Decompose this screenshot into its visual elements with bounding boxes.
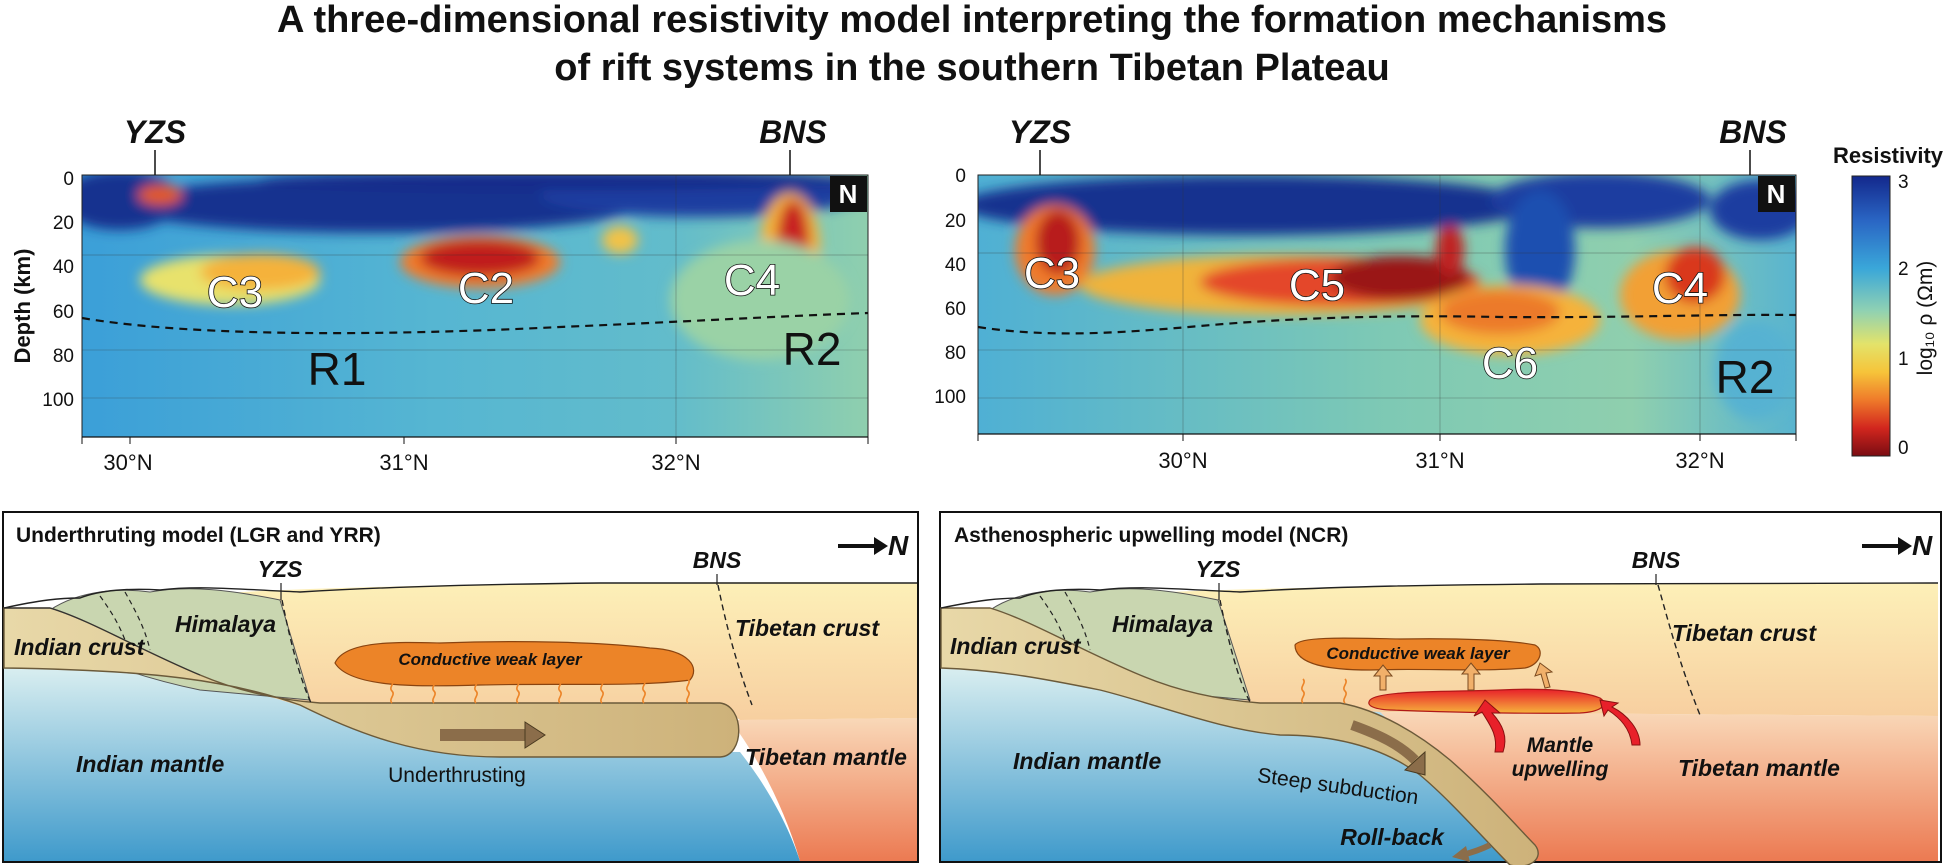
depth-tick: 0: [955, 166, 966, 187]
underthrusting-model-panel: Underthruting model (LGR and YRR) N YZS …: [2, 511, 919, 863]
yzs-label: YZS: [1196, 556, 1241, 582]
latitude-tick: 32°N: [1675, 448, 1724, 473]
anomaly-c4: C4: [1652, 264, 1708, 313]
colorbar-label: log₁₀ ρ (Ωm): [1914, 261, 1937, 376]
tibetan-mantle-label: Tibetan mantle: [1678, 755, 1840, 781]
depth-tick: 20: [945, 211, 966, 232]
latitude-tick: 30°N: [1158, 448, 1207, 473]
depth-tick: 0: [63, 169, 74, 190]
indian-mantle-label: Indian mantle: [1013, 748, 1161, 774]
indian-crust-label: Indian crust: [950, 633, 1082, 659]
latitude-axis-1: 30°N 31°N 32°N: [81, 436, 869, 475]
depth-tick: 80: [53, 346, 74, 367]
latitude-axis-2: 30°N 31°N 32°N: [977, 433, 1797, 473]
underthrusting-label: Underthrusting: [388, 764, 526, 787]
rollback-label: Roll-back: [1340, 824, 1445, 850]
model-2-title: Asthenospheric upwelling model (NCR): [954, 524, 1348, 547]
tibetan-crust-label: Tibetan crust: [1672, 620, 1817, 646]
resistivity-section-1: 0 20 40 60 80 100 Depth (km) 30°N 31°N 3…: [10, 114, 869, 475]
region-r2: R2: [1716, 351, 1775, 403]
depth-tick: 100: [42, 390, 74, 411]
bns-label: BNS: [693, 547, 742, 573]
mantle-upwelling-label-1: Mantle: [1527, 734, 1594, 757]
yzs-label: YZS: [258, 556, 303, 582]
colorbar-tick: 3: [1898, 172, 1909, 193]
depth-tick: 60: [945, 299, 966, 320]
north-label: N: [839, 179, 858, 209]
depth-tick: 20: [53, 213, 74, 234]
latitude-tick: 31°N: [379, 450, 428, 475]
anomaly-c2: C2: [458, 264, 514, 313]
depth-tick: 40: [53, 257, 74, 278]
weak-layer-label: Conductive weak layer: [398, 650, 583, 669]
region-r1: R1: [308, 343, 367, 395]
bns-label: BNS: [759, 114, 827, 150]
anomaly-c3: C3: [207, 268, 263, 317]
yzs-label: YZS: [1009, 114, 1072, 150]
anomaly-c3: C3: [1024, 249, 1080, 298]
north-label: N: [1912, 530, 1933, 561]
north-marker-2: [1758, 176, 1795, 212]
himalaya-label: Himalaya: [1112, 611, 1213, 637]
yzs-label: YZS: [124, 114, 187, 150]
tibetan-mantle-label: Tibetan mantle: [745, 744, 907, 770]
north-label: N: [888, 530, 909, 561]
depth-axis-1: 0 20 40 60 80 100 Depth (km): [10, 169, 74, 411]
weak-layer-label: Conductive weak layer: [1326, 644, 1511, 663]
region-r2: R2: [783, 323, 842, 375]
depth-axis-2: 0 20 40 60 80 100: [934, 166, 966, 408]
north-label: N: [1767, 179, 1786, 209]
indian-mantle-label: Indian mantle: [76, 751, 224, 777]
depth-tick: 80: [945, 343, 966, 364]
north-marker-1: [830, 176, 867, 212]
latitude-tick: 32°N: [651, 450, 700, 475]
colorbar: Resistivity 3 2 1 0 log₁₀ ρ (Ωm): [1833, 143, 1944, 459]
mantle-upwelling-label-2: upwelling: [1512, 758, 1609, 781]
depth-tick: 60: [53, 302, 74, 323]
depth-tick: 100: [934, 387, 966, 408]
bns-label: BNS: [1719, 114, 1787, 150]
colorbar-tick: 2: [1898, 259, 1909, 280]
model-1-title: Underthruting model (LGR and YRR): [16, 524, 381, 547]
tibetan-crust-label: Tibetan crust: [735, 615, 880, 641]
upwelling-model-panel: Asthenospheric upwelling model (NCR) N Y…: [939, 511, 1942, 865]
depth-tick: 40: [945, 255, 966, 276]
colorbar-title: Resistivity: [1833, 143, 1944, 168]
figure-title-line-1: A three-dimensional resistivity model in…: [277, 0, 1667, 41]
bns-label: BNS: [1632, 547, 1681, 573]
anomaly-c5: C5: [1289, 261, 1345, 310]
resistivity-section-2: 0 20 40 60 80 100 30°N 31°N 32°N YZS BNS…: [934, 114, 1797, 473]
latitude-tick: 30°N: [103, 450, 152, 475]
latitude-tick: 31°N: [1415, 448, 1464, 473]
anomaly-c4: C4: [724, 256, 780, 305]
colorbar-tick: 1: [1898, 349, 1909, 370]
himalaya-label: Himalaya: [175, 611, 276, 637]
indian-crust-label: Indian crust: [14, 634, 146, 660]
colorbar-tick: 0: [1898, 438, 1909, 459]
figure-title-line-2: of rift systems in the southern Tibetan …: [554, 47, 1389, 89]
depth-axis-label: Depth (km): [10, 249, 35, 364]
anomaly-c6: C6: [1482, 339, 1538, 388]
